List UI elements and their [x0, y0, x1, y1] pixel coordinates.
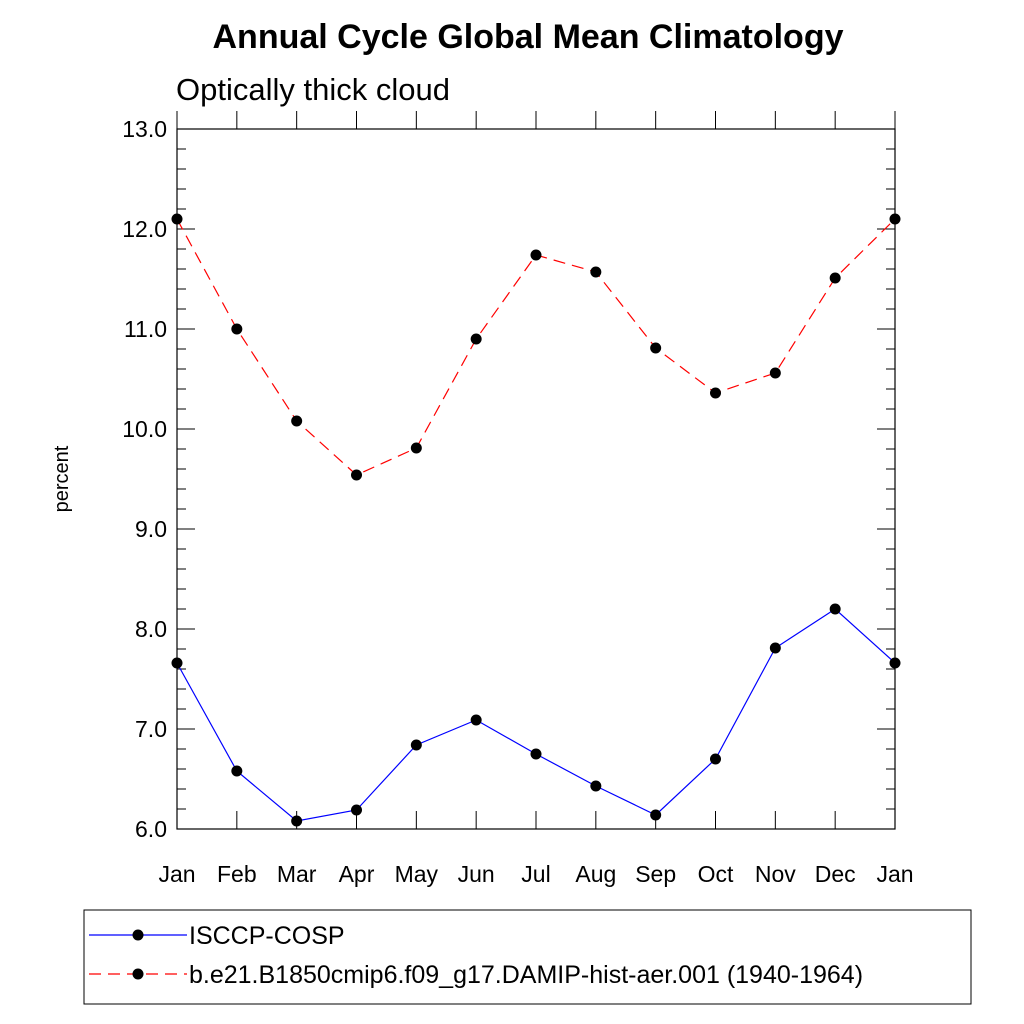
y-tick-label: 11.0	[124, 316, 167, 342]
legend-marker-1	[132, 929, 144, 941]
x-tick-label: May	[395, 861, 439, 887]
series-1-point	[889, 657, 901, 669]
y-tick-label: 9.0	[135, 516, 167, 542]
x-tick-label: Jan	[876, 861, 913, 887]
x-tick-label: Jul	[521, 861, 550, 887]
x-tick-label: Oct	[698, 861, 734, 887]
series-1-point	[769, 642, 781, 654]
legend-marker-2	[132, 968, 144, 980]
series-2-point	[470, 333, 482, 345]
series-2-point	[410, 442, 422, 454]
y-tick-labels: 6.0 7.0 8.0 9.0 10.0 11.0 12.0 13.0	[122, 116, 167, 842]
series-2-point	[351, 469, 362, 481]
series-line-1	[176, 608, 896, 822]
x-tick-label: Apr	[339, 861, 375, 887]
series-1-point	[351, 804, 362, 816]
series-1-point	[590, 780, 602, 792]
x-tick-label: Aug	[575, 861, 616, 887]
series-layer	[171, 213, 901, 827]
x-tick-label: Jun	[458, 861, 495, 887]
series-2-point	[530, 249, 542, 261]
y-tick-label: 8.0	[135, 616, 167, 642]
series-2-point	[710, 387, 721, 399]
series-2-point	[829, 272, 841, 284]
legend: ISCCP-COSP b.e21.B1850cmip6.f09_g17.DAMIP…	[89, 922, 863, 989]
legend-box	[83, 909, 972, 1005]
series-1-point	[710, 753, 721, 765]
series-2-point	[291, 415, 303, 427]
series-2-point	[171, 213, 183, 225]
x-tick-label: Feb	[217, 861, 257, 887]
series-1-point	[829, 603, 841, 615]
series-1-point	[171, 657, 183, 669]
x-tick-label: Jan	[158, 861, 195, 887]
y-axis-label: percent	[51, 445, 73, 512]
series-1-point	[291, 815, 303, 827]
legend-label-2: b.e21.B1850cmip6.f09_g17.DAMIP-hist-aer.…	[189, 961, 863, 989]
chart-subtitle: Optically thick cloud	[176, 72, 450, 107]
x-tick-label: Dec	[815, 861, 856, 887]
y-tick-label: 13.0	[122, 116, 167, 142]
x-tick-labels: Jan Feb Mar Apr May Jun Jul Aug Sep Oct Nov Dec Jan	[158, 861, 913, 887]
series-2-point	[590, 266, 602, 278]
x-tick-label: Sep	[635, 861, 676, 887]
legend-label-1: ISCCP-COSP	[189, 922, 345, 950]
series-1-point	[410, 739, 422, 751]
y-tick-label: 10.0	[122, 416, 167, 442]
series-2-point	[650, 342, 662, 354]
series-1-point	[470, 714, 482, 726]
axis-ticks	[176, 111, 896, 830]
y-tick-label: 12.0	[122, 216, 167, 242]
plot-area	[176, 128, 896, 830]
y-tick-label: 7.0	[135, 716, 167, 742]
series-2-point	[889, 213, 901, 225]
series-2-point	[769, 367, 781, 379]
chart-title: Annual Cycle Global Mean Climatology	[213, 18, 844, 56]
y-tick-label: 6.0	[135, 816, 167, 842]
x-tick-label: Mar	[277, 861, 317, 887]
x-tick-label: Nov	[755, 861, 796, 887]
series-1-point	[231, 765, 243, 777]
series-1-point	[650, 809, 662, 821]
series-2-point	[231, 323, 243, 335]
series-1-point	[530, 748, 542, 760]
